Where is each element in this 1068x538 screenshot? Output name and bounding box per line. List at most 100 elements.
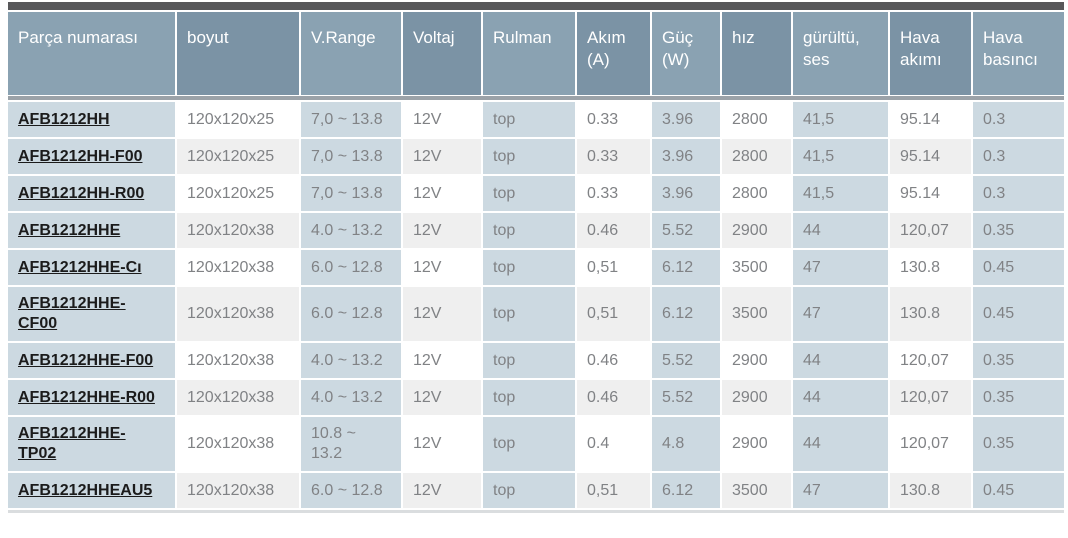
data-cell-current: 0.33 <box>577 139 650 174</box>
data-cell-current: 0.46 <box>577 213 650 248</box>
column-header-part: Parça numarası <box>8 12 175 95</box>
data-cell-size: 120x120x25 <box>177 139 299 174</box>
data-cell-vrange: 4.0 ~ 13.2 <box>301 380 401 415</box>
data-cell-current: 0.33 <box>577 176 650 211</box>
data-cell-bearing: top <box>483 380 575 415</box>
part-number-link[interactable]: AFB1212HH-F00 <box>18 147 143 165</box>
part-number-link[interactable]: AFB1212HHE-TP02 <box>18 425 126 462</box>
data-cell-size: 120x120x38 <box>177 380 299 415</box>
data-cell-current: 0.33 <box>577 102 650 137</box>
data-cell-voltage: 12V <box>403 343 481 378</box>
data-cell-speed: 2900 <box>722 380 791 415</box>
data-cell-noise: 44 <box>793 417 888 471</box>
part-number-link[interactable]: AFB1212HHE <box>18 221 121 239</box>
data-cell-pressure: 0.45 <box>973 287 1064 341</box>
data-cell-airflow: 130.8 <box>890 473 971 508</box>
column-header-pressure: Hava basıncı <box>973 12 1064 95</box>
data-cell-noise: 47 <box>793 250 888 285</box>
data-cell-size: 120x120x38 <box>177 213 299 248</box>
column-header-current: Akım (A) <box>577 12 650 95</box>
data-cell-vrange: 10.8 ~ 13.2 <box>301 417 401 471</box>
data-cell-size: 120x120x38 <box>177 343 299 378</box>
data-cell-bearing: top <box>483 102 575 137</box>
data-cell-size: 120x120x25 <box>177 176 299 211</box>
part-number-link[interactable]: AFB1212HHE-CF00 <box>18 295 126 332</box>
data-cell-voltage: 12V <box>403 213 481 248</box>
column-header-noise: gürültü, ses <box>793 12 888 95</box>
data-cell-power: 3.96 <box>652 102 720 137</box>
data-cell-speed: 3500 <box>722 473 791 508</box>
data-cell-noise: 47 <box>793 473 888 508</box>
data-cell-voltage: 12V <box>403 102 481 137</box>
header-divider <box>8 96 1064 100</box>
data-cell-noise: 44 <box>793 380 888 415</box>
data-cell-current: 0.46 <box>577 343 650 378</box>
data-cell-power: 4.8 <box>652 417 720 471</box>
data-cell-noise: 41,5 <box>793 176 888 211</box>
data-cell-bearing: top <box>483 343 575 378</box>
data-cell-size: 120x120x38 <box>177 287 299 341</box>
data-cell-vrange: 4.0 ~ 13.2 <box>301 213 401 248</box>
table-row: AFB1212HHE-Cı 120x120x38 6.0 ~ 12.8 12V top 0… <box>8 250 1064 285</box>
data-cell-noise: 44 <box>793 213 888 248</box>
data-cell-vrange: 7,0 ~ 13.8 <box>301 139 401 174</box>
data-cell-speed: 3500 <box>722 250 791 285</box>
part-number-cell: AFB1212HHEAU5 <box>8 473 175 508</box>
data-cell-vrange: 4.0 ~ 13.2 <box>301 343 401 378</box>
column-header-size: boyut <box>177 12 299 95</box>
data-cell-airflow: 130.8 <box>890 250 971 285</box>
part-number-link[interactable]: AFB1212HHEAU5 <box>18 481 153 499</box>
table-row: AFB1212HHE-R00 120x120x38 4.0 ~ 13.2 12V top… <box>8 380 1064 415</box>
column-header-vrange: V.Range <box>301 12 401 95</box>
data-cell-bearing: top <box>483 250 575 285</box>
data-cell-airflow: 120,07 <box>890 417 971 471</box>
data-cell-bearing: top <box>483 287 575 341</box>
data-cell-speed: 2900 <box>722 343 791 378</box>
data-cell-airflow: 120,07 <box>890 213 971 248</box>
part-number-link[interactable]: AFB1212HHE-F00 <box>18 351 154 369</box>
column-header-voltage: Voltaj <box>403 12 481 95</box>
part-number-link[interactable]: AFB1212HH <box>18 110 110 128</box>
data-cell-bearing: top <box>483 213 575 248</box>
part-number-link[interactable]: AFB1212HHE-Cı <box>18 258 142 276</box>
data-cell-noise: 41,5 <box>793 139 888 174</box>
data-cell-power: 6.12 <box>652 473 720 508</box>
data-cell-speed: 2900 <box>722 417 791 471</box>
data-cell-airflow: 120,07 <box>890 343 971 378</box>
part-number-link[interactable]: AFB1212HHE-R00 <box>18 388 155 406</box>
part-number-link[interactable]: AFB1212HH-R00 <box>18 184 145 202</box>
part-number-cell: AFB1212HHE-R00 <box>8 380 175 415</box>
data-cell-current: 0.4 <box>577 417 650 471</box>
column-header-power: Güç (W) <box>652 12 720 95</box>
part-number-cell: AFB1212HHE <box>8 213 175 248</box>
data-cell-voltage: 12V <box>403 473 481 508</box>
data-cell-speed: 2800 <box>722 176 791 211</box>
data-cell-voltage: 12V <box>403 250 481 285</box>
data-cell-power: 5.52 <box>652 213 720 248</box>
data-cell-power: 3.96 <box>652 176 720 211</box>
data-cell-pressure: 0.3 <box>973 139 1064 174</box>
table-row: AFB1212HHEAU5 120x120x38 6.0 ~ 12.8 12V top 0… <box>8 473 1064 508</box>
data-cell-vrange: 7,0 ~ 13.8 <box>301 102 401 137</box>
data-cell-size: 120x120x25 <box>177 102 299 137</box>
part-number-cell: AFB1212HHE-TP02 <box>8 417 175 471</box>
data-cell-current: 0,51 <box>577 250 650 285</box>
table-row: AFB1212HHE 120x120x38 4.0 ~ 13.2 12V top 0.46… <box>8 213 1064 248</box>
data-cell-pressure: 0.35 <box>973 380 1064 415</box>
data-cell-noise: 41,5 <box>793 102 888 137</box>
data-cell-pressure: 0.35 <box>973 417 1064 471</box>
data-cell-airflow: 130.8 <box>890 287 971 341</box>
part-number-cell: AFB1212HHE-CF00 <box>8 287 175 341</box>
data-cell-speed: 2800 <box>722 102 791 137</box>
data-cell-current: 0.46 <box>577 380 650 415</box>
data-cell-speed: 2800 <box>722 139 791 174</box>
table-body: AFB1212HH 120x120x25 7,0 ~ 13.8 12V top 0.33 3… <box>8 102 1064 508</box>
table-row: AFB1212HH-R00 120x120x25 7,0 ~ 13.8 12V top 0… <box>8 176 1064 211</box>
data-cell-bearing: top <box>483 139 575 174</box>
table-header-row: Parça numarası boyut V.Range Voltaj Rulman Ak… <box>8 12 1064 95</box>
part-number-cell: AFB1212HHE-F00 <box>8 343 175 378</box>
data-cell-power: 3.96 <box>652 139 720 174</box>
data-cell-voltage: 12V <box>403 417 481 471</box>
data-cell-pressure: 0.35 <box>973 213 1064 248</box>
table-bottom-bar <box>8 510 1064 513</box>
